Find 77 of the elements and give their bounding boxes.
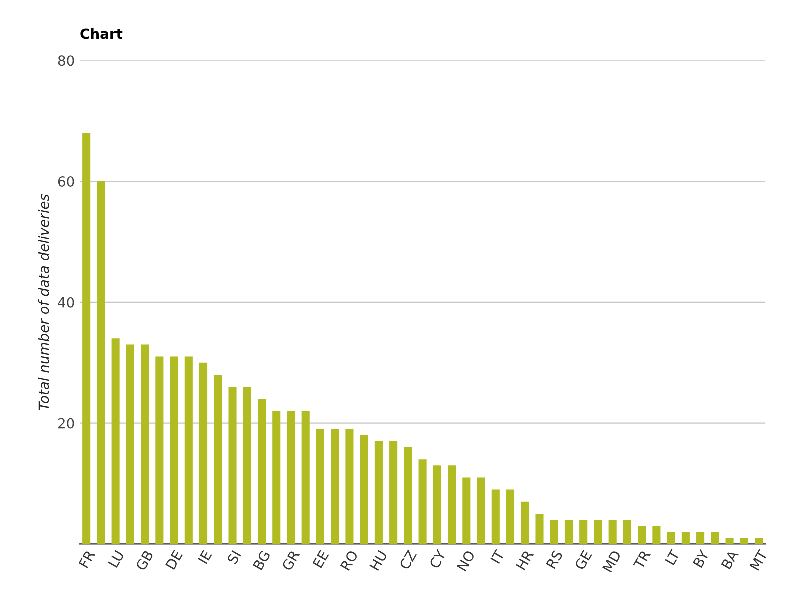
- bar: [477, 478, 486, 544]
- bar: [740, 538, 748, 544]
- y-axis-title: Total number of data deliveries: [38, 194, 50, 410]
- x-tick-label: HU: [370, 550, 388, 572]
- bar: [141, 344, 150, 544]
- bar: [360, 435, 368, 544]
- x-tick-label: GR: [282, 550, 300, 572]
- bar: [755, 538, 764, 544]
- x-tick-label: DE: [166, 550, 183, 570]
- bar: [521, 502, 530, 544]
- x-tick-label: MT: [750, 549, 768, 571]
- bar: [711, 532, 720, 544]
- bar: [346, 429, 354, 544]
- y-tick-label: 80: [58, 56, 74, 66]
- bar: [652, 526, 661, 544]
- bar: [200, 362, 208, 544]
- bar: [696, 532, 705, 544]
- bar: [564, 520, 574, 544]
- x-tick-label: BY: [692, 549, 710, 568]
- bar: [258, 399, 266, 544]
- x-tick-label: SI: [226, 550, 242, 565]
- bar: [272, 411, 281, 544]
- bar: [608, 520, 617, 544]
- bar: [184, 356, 193, 544]
- y-tick-label: 40: [58, 297, 74, 308]
- x-tick-label: MD: [602, 550, 622, 573]
- bar: [228, 387, 237, 544]
- bar: [112, 338, 120, 544]
- x-tick-label: TR: [633, 550, 652, 570]
- bar: [580, 520, 588, 544]
- x-tick-label: GE: [574, 550, 592, 571]
- y-tick-label: 20: [58, 418, 74, 429]
- bar: [594, 520, 602, 544]
- chart-title: Chart: [80, 28, 123, 40]
- x-tick-label: RS: [546, 550, 564, 570]
- bar: [667, 532, 676, 544]
- x-tick-label: HR: [516, 550, 534, 571]
- bar: [506, 490, 515, 544]
- bar: [404, 447, 412, 544]
- x-tick-label: GB: [136, 550, 154, 572]
- bar: [316, 429, 324, 544]
- bar: [682, 532, 690, 544]
- bar: [214, 374, 222, 544]
- bar: [418, 460, 427, 544]
- bar: [156, 356, 164, 544]
- x-tick-label: BA: [721, 549, 739, 570]
- bar: [302, 411, 310, 544]
- y-tick-label: 60: [58, 176, 74, 187]
- bar: [638, 526, 646, 544]
- x-tick-label: FR: [78, 550, 96, 568]
- bar: [536, 514, 544, 544]
- bar: [287, 411, 296, 544]
- bar: [390, 441, 398, 544]
- bar: [448, 466, 456, 544]
- bar: [97, 182, 106, 544]
- bar: [623, 520, 632, 544]
- x-tick-label: CZ: [399, 550, 418, 570]
- bar: [126, 344, 134, 544]
- bar: [550, 520, 558, 544]
- x-tick-label: IT: [490, 549, 506, 564]
- bar: [433, 466, 442, 544]
- x-tick-label: IE: [198, 550, 212, 564]
- bar: [374, 441, 383, 544]
- bar: [492, 490, 500, 544]
- bar: [331, 429, 340, 544]
- bar: [462, 478, 471, 544]
- bar: [82, 133, 91, 544]
- x-tick-label: RO: [340, 550, 359, 572]
- bar: [170, 356, 178, 544]
- x-tick-label: CY: [429, 549, 447, 570]
- x-tick-label: EE: [312, 550, 330, 568]
- bar: [243, 387, 252, 544]
- x-tick-label: BG: [252, 550, 271, 571]
- x-tick-label: NO: [456, 550, 476, 572]
- bar: [726, 538, 734, 544]
- x-tick-label: LU: [108, 550, 125, 568]
- x-tick-label: LT: [665, 549, 680, 566]
